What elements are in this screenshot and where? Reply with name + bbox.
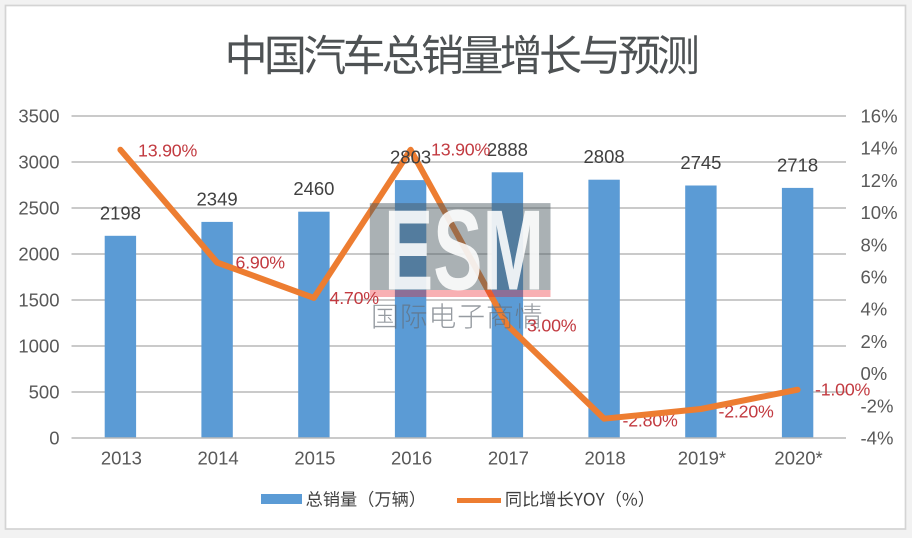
svg-text:2349: 2349 — [197, 188, 238, 209]
svg-text:2013: 2013 — [101, 448, 142, 469]
svg-text:3500: 3500 — [18, 106, 59, 127]
svg-text:12%: 12% — [861, 170, 898, 191]
svg-text:2016: 2016 — [391, 448, 432, 469]
svg-text:4%: 4% — [861, 299, 888, 320]
svg-text:2718: 2718 — [777, 154, 818, 175]
svg-text:10%: 10% — [861, 202, 898, 223]
svg-text:4.70%: 4.70% — [330, 288, 380, 308]
svg-text:2017: 2017 — [488, 448, 529, 469]
svg-text:2019*: 2019* — [678, 448, 726, 469]
svg-text:2803: 2803 — [390, 147, 431, 168]
svg-text:6.90%: 6.90% — [236, 253, 286, 273]
svg-text:2018: 2018 — [585, 448, 626, 469]
svg-text:14%: 14% — [861, 138, 898, 159]
svg-text:1500: 1500 — [18, 290, 59, 311]
svg-text:2014: 2014 — [198, 448, 239, 469]
svg-text:13.90%: 13.90% — [431, 140, 490, 160]
svg-text:2%: 2% — [861, 331, 888, 352]
svg-text:0%: 0% — [861, 363, 888, 384]
svg-text:2015: 2015 — [294, 448, 335, 469]
svg-text:-2%: -2% — [861, 395, 894, 416]
svg-text:2460: 2460 — [293, 178, 334, 199]
svg-text:0: 0 — [49, 428, 59, 449]
svg-text:2808: 2808 — [584, 146, 625, 167]
svg-text:-4%: -4% — [861, 428, 894, 449]
svg-text:-2.20%: -2.20% — [719, 402, 775, 422]
svg-text:ESM: ESM — [384, 188, 544, 315]
svg-text:2888: 2888 — [487, 139, 528, 160]
svg-text:2745: 2745 — [680, 152, 721, 173]
svg-text:2000: 2000 — [18, 244, 59, 265]
svg-text:2020*: 2020* — [774, 448, 822, 469]
svg-text:2500: 2500 — [18, 198, 59, 219]
svg-text:3.00%: 3.00% — [527, 316, 577, 336]
svg-text:2198: 2198 — [100, 202, 141, 223]
svg-text:3000: 3000 — [18, 152, 59, 173]
svg-text:1000: 1000 — [18, 336, 59, 357]
svg-text:16%: 16% — [861, 106, 898, 127]
svg-text:13.90%: 13.90% — [138, 141, 197, 161]
svg-text:500: 500 — [29, 382, 60, 403]
svg-text:6%: 6% — [861, 267, 888, 288]
svg-text:8%: 8% — [861, 234, 888, 255]
svg-text:-1.00%: -1.00% — [815, 380, 871, 400]
